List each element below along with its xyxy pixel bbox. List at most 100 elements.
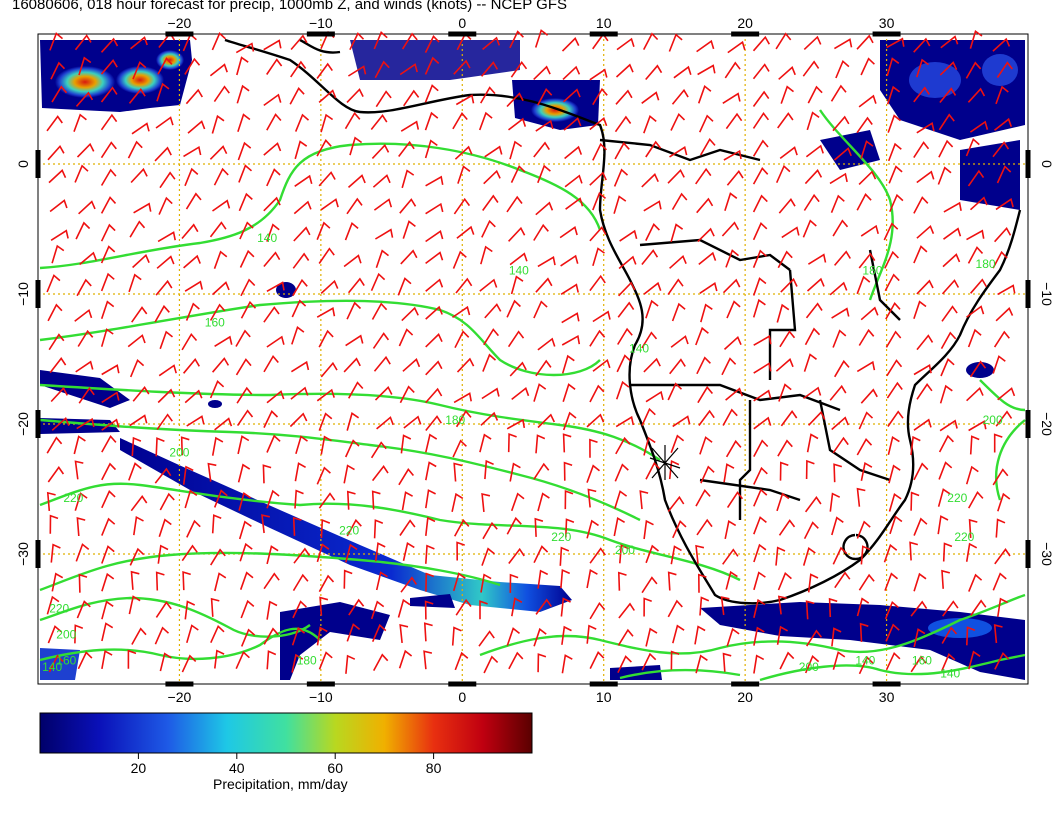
wind-barb	[641, 576, 658, 594]
wind-barb	[858, 328, 875, 346]
wind-barb	[343, 569, 353, 589]
wind-barb	[79, 251, 98, 266]
wind-barb	[47, 625, 62, 644]
wind-barb	[100, 59, 118, 75]
wind-barb	[939, 87, 957, 104]
wind-barb	[292, 278, 308, 297]
wind-barb	[723, 335, 742, 350]
wind-barb	[209, 303, 226, 321]
wind-barb	[130, 167, 148, 184]
wind-barb	[290, 360, 310, 373]
wind-barb	[346, 490, 356, 510]
wind-barb	[507, 330, 525, 348]
wind-barb	[425, 251, 444, 265]
wind-barb	[916, 170, 935, 184]
wind-barb	[672, 520, 687, 539]
contour-line	[979, 379, 1026, 412]
contour-label: 220	[63, 491, 83, 505]
wind-barb	[589, 274, 606, 292]
contour-label: 140	[629, 342, 649, 356]
wind-barb	[263, 142, 282, 156]
wind-barb	[965, 137, 980, 157]
wind-barb	[535, 434, 546, 454]
wind-barb	[74, 308, 93, 322]
wind-barb	[185, 88, 203, 105]
wind-barb	[371, 623, 387, 643]
wind-barb	[425, 516, 436, 536]
wind-barb	[722, 92, 741, 104]
wind-barb	[913, 245, 928, 264]
wind-barb	[887, 436, 900, 455]
wind-barb	[886, 359, 903, 377]
wind-barb	[829, 384, 847, 401]
contour-line	[39, 418, 641, 522]
wind-barb	[263, 196, 281, 212]
wind-barb	[534, 517, 544, 537]
wind-barb	[886, 37, 905, 49]
wind-barb	[856, 597, 870, 617]
wind-barb	[374, 385, 393, 401]
wind-barb	[966, 229, 985, 241]
contour-label: 220	[339, 524, 359, 538]
wind-barb	[398, 328, 414, 347]
wind-barb	[992, 141, 1010, 158]
colorbar-label: Precipitation, mm/day	[213, 776, 348, 792]
wind-barb	[937, 488, 951, 507]
contour-line	[759, 653, 1026, 682]
wind-barb	[669, 358, 686, 375]
wind-barb	[752, 112, 770, 129]
wind-barb	[617, 571, 627, 591]
wind-barb	[910, 435, 921, 456]
wind-barb	[700, 138, 716, 156]
wind-barb	[997, 597, 1008, 617]
wind-barb	[510, 492, 525, 512]
wind-barb	[777, 250, 793, 269]
wind-barb	[207, 462, 217, 482]
wind-barb	[673, 65, 692, 79]
wind-barb	[320, 361, 338, 378]
wind-barb	[537, 492, 550, 512]
wind-barb	[425, 387, 443, 404]
wind-barb	[969, 196, 988, 211]
wind-barb	[969, 360, 987, 378]
wind-barb	[589, 651, 605, 669]
wind-barb	[344, 111, 361, 130]
wind-barb	[697, 64, 716, 76]
wind-barb	[289, 87, 305, 105]
wind-barb	[508, 226, 526, 242]
contour-label: 200	[983, 413, 1003, 427]
precip-nw-core	[55, 66, 115, 98]
wind-barb	[561, 654, 573, 674]
wind-barb	[373, 31, 388, 50]
wind-barb	[480, 245, 493, 265]
wind-barb	[802, 546, 816, 566]
wind-barb	[589, 602, 606, 620]
wind-barb	[319, 596, 329, 616]
wind-barb	[887, 142, 902, 162]
wind-barb	[237, 435, 250, 455]
wind-barb	[670, 223, 684, 243]
wind-barb	[371, 490, 381, 510]
wind-barb	[618, 281, 636, 297]
wind-barb	[835, 59, 850, 79]
wind-barb	[753, 335, 772, 346]
wind-barb	[101, 517, 116, 536]
wind-barb	[697, 227, 715, 243]
wind-barb	[235, 42, 255, 54]
wind-barb	[615, 415, 635, 428]
wind-barb	[455, 598, 472, 616]
wind-barb	[78, 387, 95, 404]
wind-barb	[586, 569, 598, 589]
wind-barb	[883, 222, 899, 241]
wind-barb	[262, 464, 272, 484]
wind-barb	[724, 61, 741, 79]
wind-barb	[753, 389, 772, 402]
wind-barb	[997, 284, 1016, 296]
wind-barb	[913, 196, 929, 214]
wind-barb	[913, 628, 926, 648]
wind-barb	[397, 598, 411, 618]
wind-barb	[49, 514, 59, 534]
wind-barb	[209, 63, 228, 77]
wind-barb	[860, 57, 875, 76]
wind-barb	[373, 198, 393, 211]
